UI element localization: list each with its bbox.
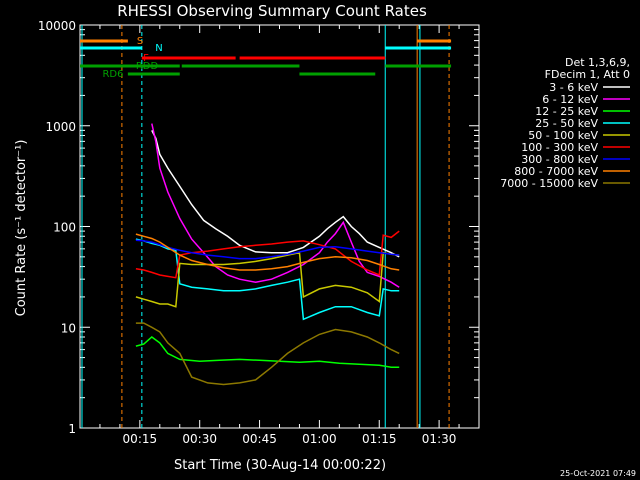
series-line (135, 233, 400, 271)
legend-label: 3 - 6 keV (549, 81, 598, 94)
legend-label: 800 - 7000 keV (514, 165, 598, 178)
y-axis-label: Count Rate (s⁻¹ detector⁻¹) (14, 140, 29, 317)
legend-label: 50 - 100 keV (528, 129, 598, 142)
x-tick-label: 01:30 (422, 432, 457, 446)
y-tick-label: 100 (53, 221, 76, 235)
x-tick-label: 00:45 (242, 432, 277, 446)
x-tick-label: 00:30 (182, 432, 217, 446)
state-bar-label: N (155, 43, 162, 54)
y-tick-label: 10000 (38, 19, 76, 33)
series-line (151, 130, 400, 258)
legend-label: 100 - 300 keV (521, 141, 598, 154)
legend-label: 12 - 25 keV (535, 105, 598, 118)
series-line (135, 239, 400, 260)
legend-label: 7000 - 15000 keV (500, 177, 598, 190)
y-tick-label: 10 (61, 321, 76, 335)
legend-header: Det 1,3,6,9, (565, 56, 630, 69)
y-tick-label: 1000 (45, 120, 76, 134)
footer-timestamp: 25-Oct-2021 07:49 (560, 469, 636, 478)
chart-title: RHESSI Observing Summary Count Rates (117, 2, 427, 20)
y-tick-label: 1 (68, 422, 76, 436)
series-line (135, 230, 400, 279)
legend-label: 25 - 50 keV (535, 117, 598, 130)
x-tick-label: 00:15 (123, 432, 158, 446)
x-tick-label: 01:15 (362, 432, 397, 446)
legend-header: FDecim 1, Att 0 (545, 68, 630, 81)
axis-ticks: 00:15 00:30 00:45 01:00 01:15 01:30 1 10 100 1000… (38, 19, 480, 446)
series-line (135, 251, 400, 308)
x-tick-label: 01:00 (302, 432, 337, 446)
series-line (135, 336, 400, 369)
series-lines (135, 123, 400, 386)
event-markers (81, 25, 450, 428)
series-line (151, 123, 400, 288)
x-axis-label: Start Time (30-Aug-14 00:00:22) (174, 458, 386, 473)
legend-label: 6 - 12 keV (542, 93, 598, 106)
state-bar-label: RD6 (102, 69, 123, 80)
series-line (135, 238, 400, 321)
state-bar-label: S (137, 36, 143, 47)
state-bar-label: RDD (136, 61, 159, 72)
series-line (135, 322, 400, 386)
legend-label: 300 - 800 keV (521, 153, 598, 166)
state-bar-label: F (143, 53, 149, 64)
plot-frame (79, 24, 480, 429)
